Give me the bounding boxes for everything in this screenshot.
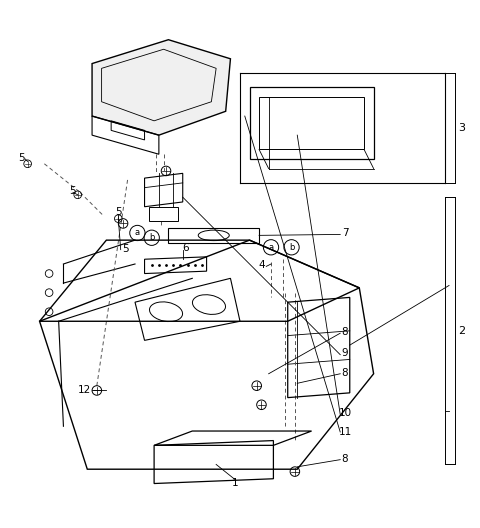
Text: 6: 6 [182, 243, 189, 253]
Text: b: b [149, 233, 155, 242]
Text: 1: 1 [232, 477, 239, 487]
Text: 12: 12 [78, 384, 92, 394]
Text: 7: 7 [342, 228, 348, 238]
Text: 9: 9 [342, 348, 348, 358]
Text: 8: 8 [342, 327, 348, 337]
Text: 10: 10 [338, 408, 351, 418]
Text: 11: 11 [338, 427, 352, 437]
Text: 8: 8 [342, 454, 348, 464]
Text: 5: 5 [122, 244, 129, 254]
Text: 5: 5 [115, 208, 121, 218]
Text: 5: 5 [18, 153, 25, 163]
Text: 3: 3 [458, 123, 466, 133]
Text: a: a [268, 243, 274, 252]
Text: 8: 8 [342, 368, 348, 378]
Text: b: b [289, 243, 294, 252]
Polygon shape [92, 40, 230, 135]
Text: 2: 2 [458, 326, 466, 336]
Text: a: a [135, 229, 140, 238]
Text: 4: 4 [258, 260, 265, 270]
Text: 5: 5 [69, 186, 75, 196]
